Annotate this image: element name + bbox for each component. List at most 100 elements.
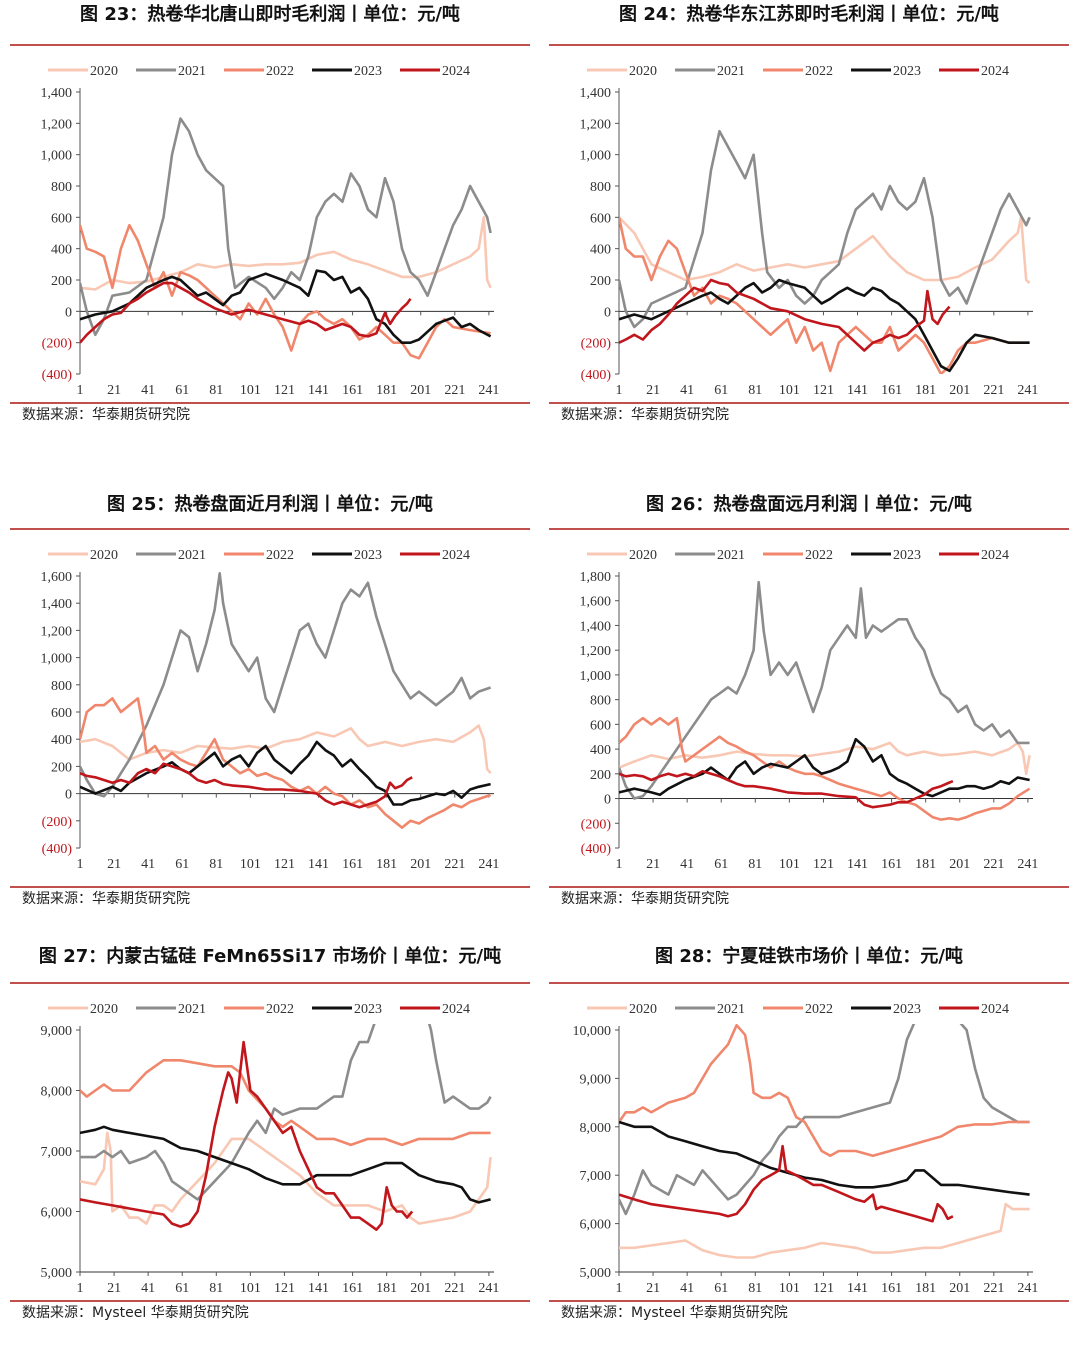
- x-tick-label: 81: [209, 1281, 223, 1296]
- x-tick-label: 241: [478, 383, 499, 398]
- series-line-2024: [80, 281, 412, 344]
- x-tick-label: 21: [646, 857, 660, 872]
- title-rule: [10, 982, 530, 984]
- x-tick-label: 41: [141, 1281, 155, 1296]
- x-tick-label: 1: [77, 1281, 84, 1296]
- series-line-2022: [619, 716, 1031, 821]
- y-tick-label: 1,200: [580, 117, 612, 132]
- x-tick-label: 201: [949, 383, 970, 398]
- y-tick-label: 1,400: [41, 597, 73, 612]
- x-tick-label: 221: [983, 857, 1004, 872]
- x-tick-label: 241: [1017, 383, 1038, 398]
- title-rule: [10, 528, 530, 530]
- chart-title: 图 27：内蒙古锰硅 FeMn65Si17 市场价丨单位：元/吨: [38, 946, 502, 967]
- y-tick-label: (400): [42, 842, 73, 857]
- source-rule: [10, 402, 530, 404]
- series-line-2023: [619, 1120, 1030, 1196]
- y-tick-label: 7,000: [41, 1145, 73, 1160]
- x-tick-label: 121: [274, 1281, 295, 1296]
- x-tick-label: 221: [444, 857, 465, 872]
- y-tick-label: 0: [65, 305, 72, 320]
- y-tick-label: 800: [51, 180, 72, 195]
- x-tick-label: 181: [915, 1281, 936, 1296]
- series-line-2022: [619, 217, 1030, 374]
- x-tick-label: 81: [209, 857, 223, 872]
- x-tick-label: 41: [680, 1281, 694, 1296]
- legend-label: 2023: [893, 64, 921, 79]
- y-tick-label: 400: [51, 733, 72, 748]
- x-tick-label: 221: [444, 383, 465, 398]
- x-tick-label: 81: [748, 857, 762, 872]
- y-tick-label: 400: [590, 243, 611, 258]
- chart-title: 图 23：热卷华北唐山即时毛利润丨单位：元/吨: [80, 4, 460, 25]
- y-tick-label: 1,200: [41, 624, 73, 639]
- x-tick-label: 161: [342, 383, 363, 398]
- y-tick-label: 6,000: [580, 1218, 612, 1233]
- x-tick-label: 101: [240, 1281, 261, 1296]
- legend-label: 2020: [629, 64, 657, 79]
- y-tick-label: 1,600: [41, 570, 73, 585]
- x-tick-label: 101: [779, 383, 800, 398]
- series-line-2020: [619, 1202, 1030, 1259]
- y-tick-label: 1,400: [41, 86, 73, 101]
- y-tick-label: 9,000: [41, 1024, 73, 1039]
- legend-label: 2021: [178, 64, 206, 79]
- legend-label: 2023: [354, 1002, 382, 1017]
- y-tick-label: 600: [51, 706, 72, 721]
- y-tick-label: 1,200: [580, 644, 612, 659]
- x-tick-label: 1: [616, 383, 623, 398]
- chart-panel-fig25: 图 25：热卷盘面近月利润丨单位：元/吨 2020 2021 2022 2023 202…: [10, 490, 530, 920]
- series-line-2021: [619, 580, 1030, 800]
- legend-label: 2020: [90, 548, 118, 563]
- x-tick-label: 161: [342, 857, 363, 872]
- y-tick-label: 0: [65, 788, 72, 803]
- x-tick-label: 221: [983, 383, 1004, 398]
- legend-label: 2024: [442, 548, 470, 563]
- x-tick-label: 81: [209, 383, 223, 398]
- y-tick-label: 1,000: [41, 149, 73, 164]
- x-tick-label: 141: [847, 857, 868, 872]
- y-tick-label: 800: [51, 679, 72, 694]
- x-tick-label: 101: [240, 857, 261, 872]
- y-tick-label: (200): [581, 337, 612, 352]
- x-tick-label: 201: [949, 1281, 970, 1296]
- series-line-2021: [80, 572, 492, 798]
- x-tick-label: 161: [881, 857, 902, 872]
- y-tick-label: 6,000: [41, 1206, 73, 1221]
- chart-panel-fig27: 图 27：内蒙古锰硅 FeMn65Si17 市场价丨单位：元/吨 2020 202…: [10, 942, 530, 1342]
- series-line-2024: [80, 1040, 414, 1231]
- legend-label: 2021: [717, 64, 745, 79]
- source-note: 数据来源：Mysteel 华泰期货研究院: [22, 1305, 249, 1321]
- x-tick-label: 61: [714, 1281, 728, 1296]
- x-tick-label: 121: [813, 1281, 834, 1296]
- source-note: 数据来源：华泰期货研究院: [22, 891, 190, 907]
- chart-svg: 2020 2021 2022 2023 2024 (400) (200) 0 200 400 600…: [41, 548, 500, 872]
- x-tick-label: 181: [915, 383, 936, 398]
- chart-panel-fig23: 图 23：热卷华北唐山即时毛利润丨单位：元/吨 2020 2021 2022 2023…: [10, 0, 530, 440]
- series-line-2022: [80, 223, 491, 360]
- y-tick-label: 0: [604, 793, 611, 808]
- y-tick-label: (400): [42, 368, 73, 383]
- x-tick-label: 121: [813, 857, 834, 872]
- x-tick-label: 61: [175, 1281, 189, 1296]
- legend-label: 2020: [90, 1002, 118, 1017]
- x-tick-label: 141: [847, 1281, 868, 1296]
- legend-label: 2022: [266, 548, 294, 563]
- legend-label: 2023: [893, 548, 921, 563]
- series-line-2022: [619, 1024, 1030, 1158]
- y-tick-label: 1,600: [580, 595, 612, 610]
- y-tick-label: 400: [51, 243, 72, 258]
- x-tick-label: 61: [175, 383, 189, 398]
- chart-svg: 2020 2021 2022 2023 2024 (400) (200) 0 200 400 600…: [580, 64, 1039, 398]
- legend-label: 2022: [805, 1002, 833, 1017]
- legend-label: 2023: [893, 1002, 921, 1017]
- chart-title: 图 28：宁夏硅铁市场价丨单位：元/吨: [655, 946, 963, 967]
- x-tick-label: 61: [714, 857, 728, 872]
- y-tick-label: 0: [604, 305, 611, 320]
- series-line-2021: [80, 1024, 492, 1201]
- y-tick-label: 600: [590, 211, 611, 226]
- y-tick-label: (400): [581, 842, 612, 857]
- source-rule: [10, 1300, 530, 1302]
- source-rule: [549, 1300, 1069, 1302]
- series-line-2020: [619, 741, 1031, 776]
